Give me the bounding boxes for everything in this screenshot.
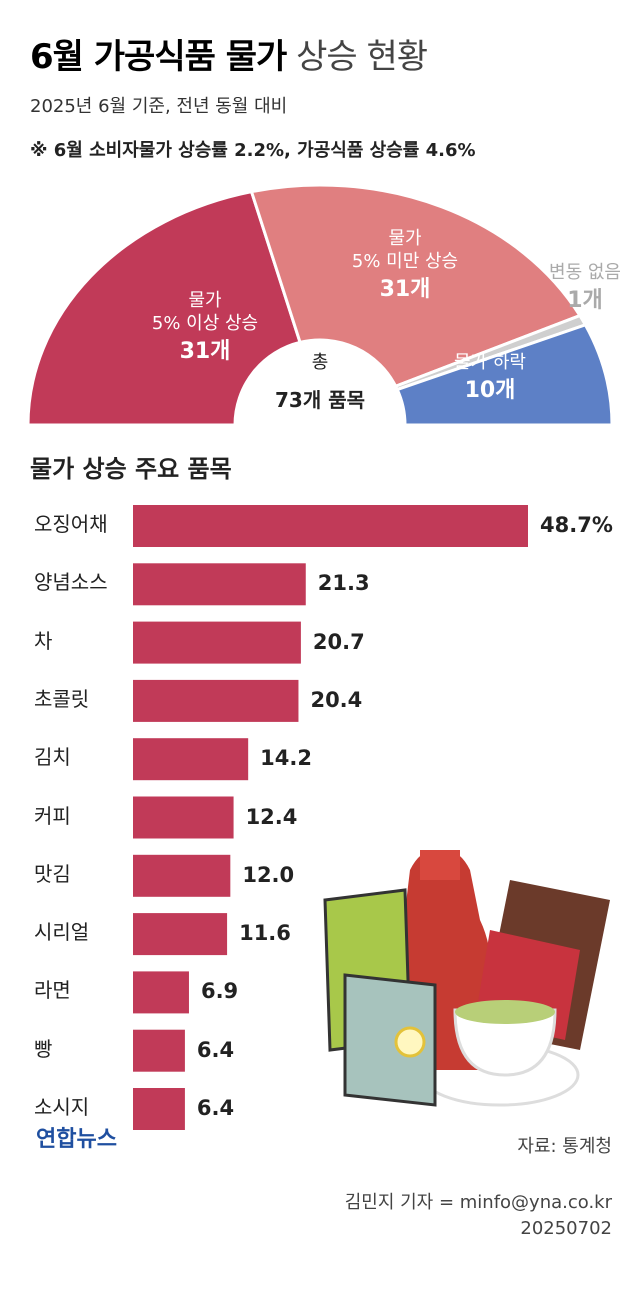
- value-label: 21.3: [317, 571, 370, 596]
- bar: [133, 971, 189, 1014]
- bar: [133, 621, 301, 664]
- slice-label: 물가 5% 미만 상승: [351, 228, 459, 272]
- title: 6월 가공식품 물가 상승 현황: [30, 36, 428, 79]
- category-label: 초콜릿: [34, 686, 90, 711]
- bar: [133, 1088, 185, 1130]
- date: 20250702: [520, 1218, 612, 1239]
- category-label: 소시지: [34, 1095, 90, 1119]
- bar: [133, 505, 528, 547]
- value-label: 12.4: [245, 804, 298, 829]
- value-label: 6.4: [196, 1096, 235, 1120]
- note: ※ 6월 소비자물가 상승률 2.2%, 가공식품 상승률 4.6%: [30, 140, 476, 161]
- pie-slice: [395, 323, 614, 427]
- slice-value: 31개: [179, 339, 231, 364]
- slice-value: 10개: [464, 378, 516, 403]
- category-label: 오징어채: [34, 512, 108, 536]
- bar: [133, 679, 299, 722]
- slice-label: 물가 5% 이상 상승: [151, 290, 259, 334]
- source: 자료: 통계청: [517, 1136, 612, 1157]
- center-label: 73개 품목: [275, 388, 365, 412]
- bar: [133, 738, 249, 781]
- pie-slice: [26, 189, 302, 427]
- category-label: 김치: [34, 745, 71, 770]
- title-light: 상승 현황: [296, 37, 428, 77]
- illustration: [323, 850, 610, 1107]
- value-label: 12.0: [242, 862, 295, 887]
- bar: [133, 1029, 185, 1072]
- bar: [133, 854, 231, 897]
- bar: [133, 913, 228, 956]
- category-label: 차: [34, 628, 53, 653]
- reporter: 김민지 기자 = minfo@yna.co.kr: [344, 1192, 612, 1213]
- value-label: 20.7: [312, 629, 365, 654]
- value-label: 11.6: [239, 921, 291, 946]
- slice-label: 변동 없음: [549, 262, 621, 283]
- category-label: 라면: [34, 978, 71, 1003]
- value-label: 14.2: [260, 746, 312, 771]
- bar: [133, 563, 306, 606]
- value-label: 20.4: [310, 687, 363, 712]
- center-label: 총: [311, 352, 329, 373]
- slice-label: 물가 하락: [454, 352, 526, 373]
- category-label: 빵: [34, 1036, 53, 1061]
- value-label: 6.9: [200, 979, 239, 1004]
- slice-value: 31개: [379, 277, 431, 302]
- logo: 연합뉴스: [36, 1127, 117, 1152]
- value-label: 6.4: [196, 1037, 235, 1062]
- bar: [133, 796, 234, 839]
- subtitle: 2025년 6월 기준, 전년 동월 대비: [30, 96, 288, 117]
- category-label: 맛김: [34, 861, 71, 886]
- title-bold: 6월 가공식품 물가: [30, 37, 287, 77]
- pie-slice: [249, 183, 583, 389]
- value-label: 48.7%: [540, 513, 613, 537]
- bar-title: 물가 상승 주요 품목: [30, 455, 232, 483]
- category-label: 커피: [34, 803, 71, 828]
- category-label: 시리얼: [34, 920, 90, 945]
- category-label: 양념소스: [34, 570, 108, 595]
- slice-value: 1개: [567, 288, 603, 313]
